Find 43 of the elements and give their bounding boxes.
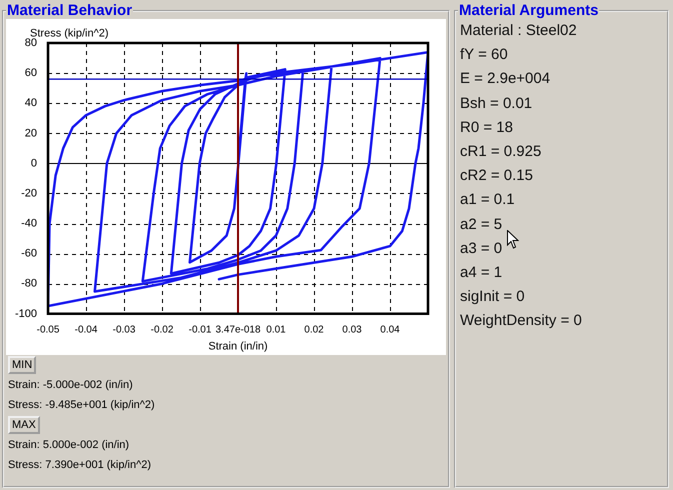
text: Strain: 5.000e-002 (in/in): [7, 438, 130, 453]
x-tick-label: 0.02: [304, 324, 324, 336]
text: R0 = 18: [459, 118, 514, 138]
x-tick-label: 3.47e-018: [215, 324, 261, 336]
x-axis-title: Strain (in/in): [208, 340, 268, 352]
x-tick-label: 0.03: [342, 324, 362, 336]
x-tick-label: -0.04: [74, 324, 98, 336]
x-tick-label: 0.01: [266, 324, 286, 336]
x-tick-label: -0.03: [112, 324, 136, 336]
y-tick-label: 0: [30, 157, 38, 170]
x-tick-label: -0.01: [188, 324, 212, 336]
text: WeightDensity = 0: [459, 311, 583, 332]
text: Bsh = 0.01: [459, 94, 534, 114]
text: Strain: -5.000e-002 (in/in): [7, 378, 134, 393]
y-axis-title: Stress (kip/in^2): [30, 28, 109, 40]
text: Stress: 7.390e+001 (kip/in^2): [7, 458, 152, 473]
text: E = 2.9e+004: [459, 69, 552, 90]
y-tick-label: -100: [14, 308, 38, 320]
y-tick-label: -60: [21, 248, 38, 260]
text: sigInit = 0: [459, 287, 526, 308]
text: Material Arguments: [458, 2, 600, 19]
y-tick-label: -40: [21, 218, 38, 230]
text: Stress: -9.485e+001 (kip/in^2): [7, 398, 156, 413]
text: a1 = 0.1: [459, 190, 516, 210]
text: cR2 = 0.15: [459, 166, 534, 186]
x-tick-label: 0.04: [380, 324, 400, 336]
text: Material : Steel02: [459, 21, 578, 41]
y-tick-label: 40: [24, 97, 38, 110]
text: a3 = 0: [459, 238, 504, 259]
text: a4 = 1: [459, 262, 504, 283]
x-tick-label: -0.02: [150, 324, 174, 336]
y-tick-label: 20: [24, 127, 38, 140]
text: cR1 = 0.925: [459, 142, 542, 162]
text: MIN: [8, 356, 36, 374]
chart-title: Material Behavior: [6, 2, 134, 19]
y-tick-label: -80: [21, 278, 38, 290]
text: fY = 60: [459, 45, 509, 66]
y-tick-label: 60: [24, 67, 38, 80]
y-tick-label: -20: [21, 187, 38, 200]
x-tick-label: -0.05: [36, 324, 60, 336]
text: a2 = 5: [459, 214, 504, 234]
text: MAX: [8, 416, 40, 434]
y-tick-label: 80: [24, 37, 38, 50]
